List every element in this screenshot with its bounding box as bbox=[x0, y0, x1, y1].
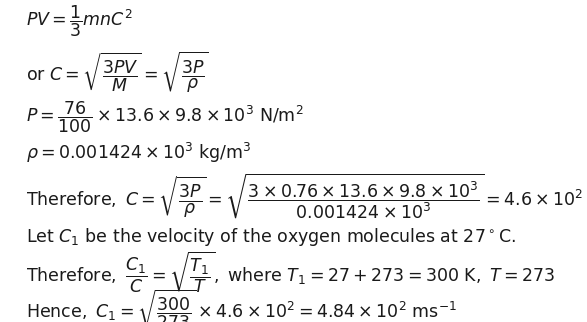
Text: $\mathrm{Therefore,}\ C = \sqrt{\dfrac{3P}{\rho}} = \sqrt{\dfrac{3 \times 0.76 \: $\mathrm{Therefore,}\ C = \sqrt{\dfrac{3… bbox=[26, 172, 587, 221]
Text: $\mathrm{Let}\ C_1\ \mathrm{be\ the\ velocity\ of\ the\ oxygen\ molecules\ at}\ : $\mathrm{Let}\ C_1\ \mathrm{be\ the\ vel… bbox=[26, 226, 517, 248]
Text: $PV = \dfrac{1}{3}mnC^2$: $PV = \dfrac{1}{3}mnC^2$ bbox=[26, 3, 133, 39]
Text: $\mathrm{Therefore,}\ \dfrac{C_1}{C} = \sqrt{\dfrac{T_1}{T}},\ \mathrm{where}\ T: $\mathrm{Therefore,}\ \dfrac{C_1}{C} = \… bbox=[26, 249, 556, 295]
Text: $\mathrm{Hence,}\ C_1 = \sqrt{\dfrac{300}{273}} \times 4.6 \times 10^2 = 4.84 \t: $\mathrm{Hence,}\ C_1 = \sqrt{\dfrac{300… bbox=[26, 287, 457, 322]
Text: $\mathrm{or}\ C = \sqrt{\dfrac{3PV}{M}} = \sqrt{\dfrac{3P}{\rho}}$: $\mathrm{or}\ C = \sqrt{\dfrac{3PV}{M}} … bbox=[26, 50, 210, 95]
Text: $\rho = 0.001424 \times 10^3\ \mathrm{kg/m^3}$: $\rho = 0.001424 \times 10^3\ \mathrm{kg… bbox=[26, 141, 252, 165]
Text: $P = \dfrac{76}{100} \times 13.6 \times 9.8 \times 10^3\ \mathrm{N/m^2}$: $P = \dfrac{76}{100} \times 13.6 \times … bbox=[26, 100, 304, 135]
